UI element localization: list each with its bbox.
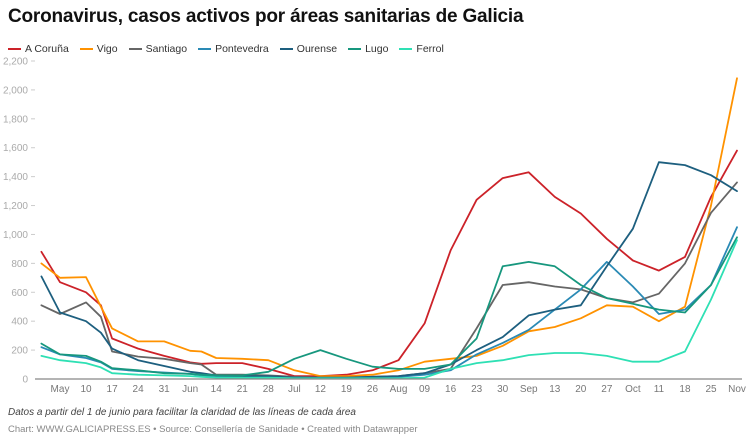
legend-swatch [348, 47, 362, 51]
y-tick-label: 1,800 [3, 114, 28, 125]
x-tick-label: Aug [390, 384, 408, 395]
legend-label: Pontevedra [215, 43, 269, 55]
y-tick-label: 400 [11, 317, 28, 328]
series-line-ferrol [40, 239, 738, 380]
x-tick-label: 25 [705, 384, 717, 395]
legend-label: Vigo [96, 43, 118, 55]
legend-label: Ferrol [416, 43, 444, 55]
legend-label: Lugo [365, 43, 389, 55]
legend-swatch [399, 47, 413, 51]
y-tick-label: 1,200 [3, 201, 28, 212]
x-tick-label: 16 [445, 384, 457, 395]
x-tick-label: 28 [263, 384, 275, 395]
legend-swatch [128, 47, 142, 51]
y-tick-label: 1,400 [3, 172, 28, 183]
x-tick-label: Nov [728, 384, 746, 395]
legend-label: Santiago [145, 43, 188, 55]
legend-swatch [79, 47, 93, 51]
legend-item: A Coruña [8, 43, 69, 55]
x-tick-label: May [51, 384, 70, 395]
legend-item: Pontevedra [198, 43, 269, 55]
x-tick-label: Jun [182, 384, 198, 395]
y-tick-label: 2,000 [3, 85, 28, 96]
x-tick-label: 11 [654, 384, 665, 395]
series-line-a-coru-a [40, 149, 738, 378]
y-tick-label: 200 [11, 346, 28, 357]
y-tick-label: 2,200 [3, 57, 28, 68]
legend-swatch [279, 47, 293, 51]
x-tick-label: 18 [679, 384, 691, 395]
x-tick-label: 14 [211, 384, 223, 395]
x-tick-label: 27 [601, 384, 613, 395]
y-tick-label: 800 [11, 259, 28, 270]
chart-note: Datos a partir del 1 de junio para facil… [8, 407, 356, 418]
x-tick-label: 24 [133, 384, 145, 395]
x-tick-label: Oct [625, 384, 641, 395]
legend-item: Ourense [279, 43, 338, 55]
legend-swatch [8, 47, 21, 51]
legend-label: Ourense [296, 43, 338, 55]
legend-item: Vigo [79, 43, 118, 55]
series-line-vigo [40, 77, 738, 378]
x-tick-label: 10 [80, 384, 92, 395]
x-tick-label: 23 [471, 384, 483, 395]
chart-title: Coronavirus, casos activos por áreas san… [8, 6, 524, 27]
legend-item: Ferrol [399, 43, 444, 55]
legend-item: Lugo [348, 43, 388, 55]
x-tick-label: 13 [549, 384, 561, 395]
series-line-lugo [40, 236, 738, 377]
legend-label: A Coruña [25, 43, 69, 55]
y-tick-label: 0 [22, 375, 28, 386]
x-tick-label: 09 [419, 384, 431, 395]
series-line-ourense [40, 161, 738, 379]
legend-swatch [198, 47, 212, 51]
legend-item: Santiago [128, 43, 188, 55]
y-tick-label: 600 [11, 288, 28, 299]
y-tick-label: 1,000 [3, 230, 28, 241]
x-tick-label: Sep [520, 384, 538, 395]
x-tick-label: 21 [237, 384, 249, 395]
x-tick-label: 12 [315, 384, 327, 395]
x-tick-label: 26 [367, 384, 379, 395]
y-tick-label: 1,600 [3, 143, 28, 154]
x-tick-label: 17 [107, 384, 119, 395]
x-tick-label: 19 [341, 384, 353, 395]
legend: A Coruña Vigo Santiago Pontevedra Ourense Lug… [8, 43, 444, 55]
series-line-santiago [40, 181, 738, 379]
x-tick-label: 30 [497, 384, 509, 395]
chart-credit: Chart: WWW.GALICIAPRESS.ES • Source: Con… [8, 424, 418, 435]
x-tick-label: 31 [159, 384, 171, 395]
x-tick-label: Jul [288, 384, 301, 395]
x-tick-label: 20 [575, 384, 587, 395]
